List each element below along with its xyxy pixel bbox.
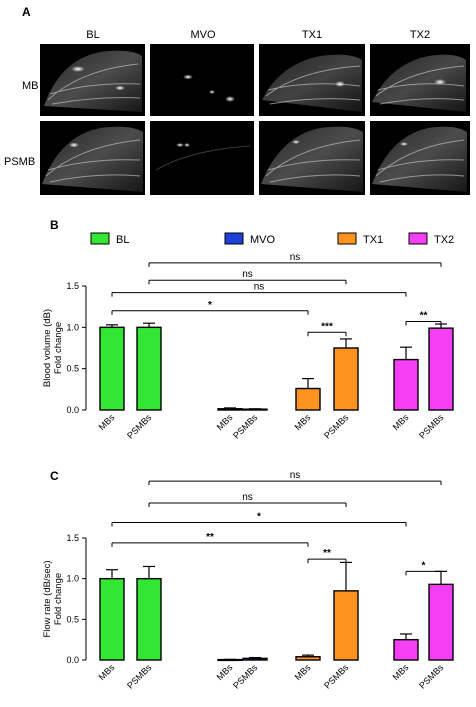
c-x-tick-label: PSMBs bbox=[322, 662, 351, 691]
row-label-mb: MB bbox=[22, 80, 39, 92]
legend-swatch-tx1 bbox=[337, 232, 357, 245]
us-image-psmb-tx1 bbox=[259, 121, 365, 195]
c-x-tick-label: MBs bbox=[97, 662, 117, 682]
legend-label-bl: BL bbox=[116, 234, 129, 246]
c-y-tick-label: 1.5 bbox=[66, 533, 79, 543]
b-y-tick-label: 0.5 bbox=[66, 364, 79, 374]
b-x-tick-label: PSMBs bbox=[322, 412, 351, 441]
us-image-mb-tx1 bbox=[259, 44, 365, 116]
b-x-tick-label: MBs bbox=[97, 412, 117, 432]
c-x-tick-label: PSMBs bbox=[417, 662, 446, 691]
b-y-tick-label: 1.5 bbox=[66, 281, 79, 291]
b-sig-label: ns bbox=[290, 252, 301, 263]
b-bar-mvo-mbs bbox=[217, 408, 243, 411]
c-bar-tx2-mbs bbox=[393, 638, 419, 661]
us-image-mb-mvo bbox=[150, 44, 254, 116]
us-image-psmb-bl bbox=[40, 121, 145, 195]
legend-swatch-tx2 bbox=[408, 232, 428, 245]
b-y-label-0: Blood volume (dB) bbox=[42, 309, 53, 387]
c-sig-label: * bbox=[422, 560, 426, 571]
b-y-tick-label: 1.0 bbox=[66, 322, 79, 332]
b-sig-label: * bbox=[208, 300, 212, 311]
c-x-tick-label: MBs bbox=[391, 662, 411, 682]
c-bar-mvo-psmbs bbox=[242, 657, 268, 661]
b-x-tick-label: MBs bbox=[215, 412, 235, 432]
b-bar-bl-psmbs bbox=[136, 326, 162, 411]
us-image-psmb-mvo bbox=[150, 121, 254, 195]
c-bar-tx2-psmbs bbox=[428, 583, 454, 661]
col-label-tx2: TX2 bbox=[410, 29, 430, 41]
c-x-tick-label: MBs bbox=[293, 662, 313, 682]
b-x-tick-label: PSMBs bbox=[417, 412, 446, 441]
b-sig-label: ns bbox=[254, 282, 265, 293]
us-image-psmb-tx2 bbox=[370, 121, 470, 195]
b-sig-label: ** bbox=[420, 311, 428, 322]
us-image-mb-tx2 bbox=[370, 44, 470, 116]
us-image-mb-bl bbox=[40, 44, 145, 116]
c-sig-label: ns bbox=[242, 492, 253, 503]
c-bar-tx1-psmbs bbox=[333, 590, 359, 661]
c-x-tick-label: MBs bbox=[215, 662, 235, 682]
b-sig-label: *** bbox=[321, 321, 333, 332]
b-x-tick-label: MBs bbox=[391, 412, 411, 432]
b-x-tick-label: MBs bbox=[293, 412, 313, 432]
c-bar-bl-mbs bbox=[99, 577, 125, 661]
b-y-tick-label: 0.0 bbox=[66, 405, 79, 415]
legend-swatch-bl bbox=[90, 232, 110, 245]
c-y-tick-label: 0.0 bbox=[66, 655, 79, 665]
c-sig-label: ns bbox=[290, 470, 301, 481]
b-x-tick-label: PSMBs bbox=[125, 412, 154, 441]
c-y-tick-label: 0.5 bbox=[66, 614, 79, 624]
c-y-label-0: Flow rate (dB/sec) bbox=[42, 560, 53, 637]
b-x-tick-label: PSMBs bbox=[231, 412, 260, 441]
panel-a-label: A bbox=[22, 5, 31, 19]
b-bar-tx2-mbs bbox=[393, 358, 419, 411]
chart-blood-volume: 0.0 0.5 1.0 1.5 Blood volume (dB) Fold change… bbox=[42, 252, 454, 441]
b-y-label-1: Fold change bbox=[53, 322, 64, 374]
b-sig-label: ns bbox=[242, 269, 253, 280]
panel-b-label: B bbox=[50, 218, 59, 232]
c-y-label-1: Fold change bbox=[53, 573, 64, 625]
row-label-psmb: PSMB bbox=[4, 156, 35, 168]
c-sig-label: ** bbox=[206, 532, 214, 543]
legend: BL MVO TX1 TX2 bbox=[90, 232, 454, 246]
c-y-tick-label: 1.0 bbox=[66, 574, 79, 584]
c-x-tick-label: PSMBs bbox=[231, 662, 260, 691]
legend-label-tx1: TX1 bbox=[363, 234, 383, 246]
legend-swatch-mvo bbox=[224, 232, 244, 245]
c-sig-label: ** bbox=[323, 548, 331, 559]
b-bar-tx1-mbs bbox=[295, 387, 321, 411]
c-sig-label: * bbox=[257, 512, 261, 523]
c-bar-tx1-mbs bbox=[295, 656, 321, 661]
legend-label-tx2: TX2 bbox=[434, 234, 454, 246]
c-x-tick-label: PSMBs bbox=[125, 662, 154, 691]
c-bar-bl-psmbs bbox=[136, 577, 162, 661]
col-label-bl: BL bbox=[86, 29, 99, 41]
col-label-tx1: TX1 bbox=[302, 29, 322, 41]
panel-c-label: C bbox=[50, 469, 59, 483]
b-bar-tx2-psmbs bbox=[428, 327, 454, 411]
b-bar-tx1-psmbs bbox=[333, 347, 359, 411]
b-bar-bl-mbs bbox=[99, 326, 125, 411]
col-label-mvo: MVO bbox=[190, 29, 216, 41]
legend-label-mvo: MVO bbox=[250, 234, 276, 246]
chart-flow-rate: 0.0 0.5 1.0 1.5 Flow rate (dB/sec) Fold chang… bbox=[42, 470, 454, 691]
